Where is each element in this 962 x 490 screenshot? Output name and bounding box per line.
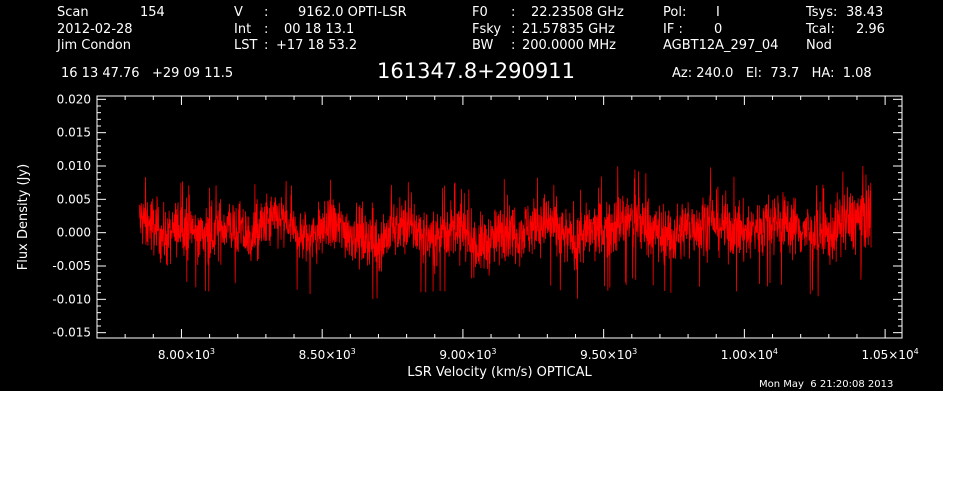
- velocity-sep: :: [264, 5, 269, 20]
- bw-label: BW: [472, 38, 494, 53]
- switch-mode: Nod: [806, 38, 832, 53]
- y-axis-ticks: 0.020 0.015 0.010 0.005 0.000 -0.005 -0.010 -0.…: [52, 92, 902, 340]
- x-tick-label: 8.50×103: [299, 347, 356, 362]
- y-tick-label: 0.020: [57, 92, 91, 106]
- f0-sep: :: [511, 5, 516, 20]
- y-tick-label: -0.010: [52, 292, 91, 306]
- velocity-label: V: [234, 5, 243, 20]
- az-el-ha: Az: 240.0 El: 73.7 HA: 1.08: [672, 66, 872, 81]
- tsys-value: 38.43: [846, 5, 884, 20]
- spectrum-plot: 8.00×103 8.50×103 9.00×103 9.50×103 1.00×104…: [16, 92, 919, 380]
- scan-label: Scan: [57, 5, 89, 20]
- x-tick-label: 1.05×104: [862, 347, 919, 362]
- y-tick-label: 0.005: [57, 192, 91, 206]
- if-value: 0: [714, 22, 723, 37]
- source-coordinates: 16 13 47.76 +29 09 11.5: [61, 66, 234, 81]
- plot-window: Scan 154 2012-02-28 Jim Condon V : 9162.…: [0, 0, 943, 391]
- fsky-label: Fsky: [472, 22, 502, 37]
- tcal-label: Tcal:: [806, 22, 835, 37]
- int-label: Int: [234, 22, 252, 37]
- project-id: AGBT12A_297_04: [663, 38, 779, 53]
- x-tick-label: 9.50×103: [580, 347, 637, 362]
- pol-label: Pol:: [663, 5, 687, 20]
- bw-sep: :: [511, 38, 516, 53]
- int-value: 00 18 13.1: [284, 22, 355, 37]
- lst-sep: :: [264, 38, 269, 53]
- obs-date: 2012-02-28: [57, 22, 133, 37]
- x-axis-label: LSR Velocity (km/s) OPTICAL: [407, 365, 592, 380]
- lst-label: LST: [234, 38, 258, 53]
- y-tick-label: 0.000: [57, 226, 91, 240]
- spectrum-trace-group: [138, 166, 872, 300]
- scan-value: 154: [140, 5, 165, 20]
- y-tick-label: -0.015: [52, 326, 91, 340]
- pol-value: I: [716, 5, 720, 20]
- y-tick-label: 0.010: [57, 159, 91, 173]
- tcal-value: 2.96: [856, 22, 885, 37]
- plot-frame: [96, 95, 903, 339]
- spectrum-line: [138, 166, 872, 300]
- tsys-label: Tsys:: [806, 5, 838, 20]
- if-label: IF :: [663, 22, 683, 37]
- observer-name: Jim Condon: [57, 38, 131, 53]
- fsky-sep: :: [511, 22, 516, 37]
- y-tick-label: 0.015: [57, 126, 91, 140]
- f0-label: F0: [472, 5, 488, 20]
- plot-timestamp: Mon May 6 21:20:08 2013: [759, 379, 894, 390]
- velocity-value: 9162.0 OPTI-LSR: [298, 5, 407, 20]
- x-tick-label: 1.00×104: [721, 347, 778, 362]
- y-axis-label: Flux Density (Jy): [16, 164, 31, 270]
- lst-value: +17 18 53.2: [276, 38, 358, 53]
- y-tick-label: -0.005: [52, 259, 91, 273]
- int-sep: :: [264, 22, 269, 37]
- x-axis-ticks: 8.00×103 8.50×103 9.00×103 9.50×103 1.00×104…: [96, 96, 919, 362]
- x-tick-label: 8.00×103: [158, 347, 215, 362]
- source-name: 161347.8+290911: [377, 59, 575, 83]
- fsky-value: 21.57835 GHz: [522, 22, 615, 37]
- f0-value: 22.23508 GHz: [531, 5, 624, 20]
- x-tick-label: 9.00×103: [439, 347, 496, 362]
- bw-value: 200.0000 MHz: [522, 38, 616, 53]
